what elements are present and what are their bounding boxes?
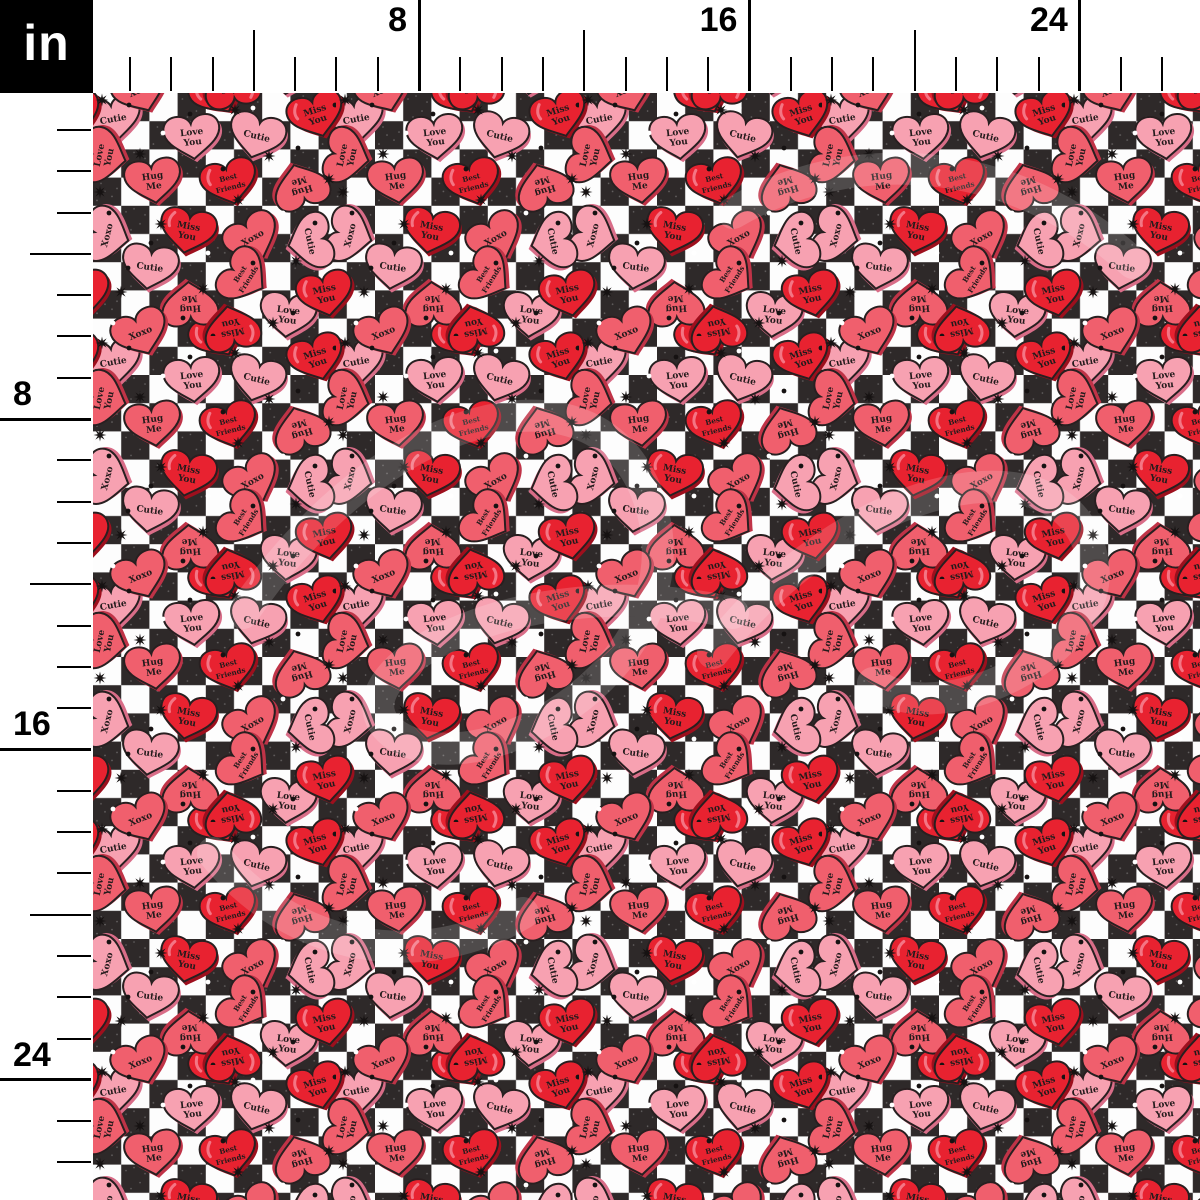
ruler-tick-top [417, 0, 421, 91]
ruler-number-left: 16 [13, 705, 51, 744]
ruler-tick-left [57, 789, 91, 792]
ruler-tick-left [57, 128, 91, 131]
ruler-tick-top [665, 57, 668, 91]
ruler-tick-top [294, 57, 297, 91]
ruler-tick-top [335, 57, 338, 91]
unit-label-box: in [0, 0, 93, 93]
fabric-swatch: CutieCutieCutieCutieLoveYouCutieMissYouM… [93, 93, 1200, 1200]
ruler-tick-left [57, 1037, 91, 1040]
ruler-tick-top [459, 57, 462, 91]
candy-hearts-checker-pattern: CutieCutieCutieCutieLoveYouCutieMissYouM… [93, 93, 1200, 1200]
ruler-tick-top [831, 57, 833, 91]
ruler-tick-top [541, 57, 544, 91]
ruler-tick-left [57, 831, 91, 833]
ruler-tick-left [57, 541, 91, 544]
ruler-tick-left [0, 747, 91, 751]
ruler-tick-top [707, 57, 710, 91]
ruler-number-left: 8 [13, 375, 32, 413]
ruler-tick-left [30, 913, 91, 916]
ruler-tick-top [170, 57, 173, 91]
ruler-tick-top [747, 0, 751, 91]
ruler-tick-left [57, 376, 91, 379]
ruler-tick-top [954, 57, 957, 91]
ruler-tick-left [57, 170, 91, 173]
ruler-tick-left [57, 665, 91, 668]
ruler-number-top: 24 [1029, 1, 1068, 39]
ruler-tick-left [57, 500, 91, 503]
ruler-tick-top [996, 57, 999, 91]
ruler-tick-top [789, 57, 792, 91]
ruler-tick-left [57, 335, 91, 338]
ruler-tick-top [1120, 57, 1123, 91]
ruler-tick-left [57, 707, 91, 710]
ruler-tick-top [252, 30, 255, 91]
ruler-tick-left [57, 996, 91, 999]
ruler-number-top: 8 [388, 1, 407, 39]
ruler-tick-left [30, 583, 91, 586]
ruler-tick-top [624, 57, 627, 91]
ruler-tick-left [0, 417, 91, 421]
ruler-tick-top [1161, 57, 1164, 91]
ruler-tick-left [57, 211, 91, 214]
ruler-tick-left [57, 624, 91, 627]
ruler-tick-top [1037, 57, 1040, 91]
ruler-tick-left [57, 1161, 91, 1164]
watermark [197, 152, 1149, 963]
ruler-tick-left [30, 252, 91, 255]
ruler-tick-left [0, 1078, 91, 1082]
ruler-tick-left [57, 459, 91, 462]
ruler-tick-top [500, 57, 503, 91]
ruler-tick-left [57, 294, 91, 297]
ruler-tick-top [376, 57, 379, 91]
ruler-number-left: 24 [13, 1035, 51, 1074]
ruler-tick-top [211, 57, 214, 91]
ruler-tick-top [128, 57, 131, 91]
ruler-tick-top [1078, 0, 1082, 91]
ruler-tick-left [57, 872, 91, 875]
ruler-tick-top [872, 57, 875, 91]
ruler-tick-left [57, 954, 91, 957]
ruler-tick-left [57, 1120, 91, 1123]
ruler-tick-top [583, 30, 586, 91]
ruler-number-top: 16 [699, 1, 738, 39]
unit-label: in [23, 14, 70, 71]
ruler-tick-top [913, 30, 916, 91]
